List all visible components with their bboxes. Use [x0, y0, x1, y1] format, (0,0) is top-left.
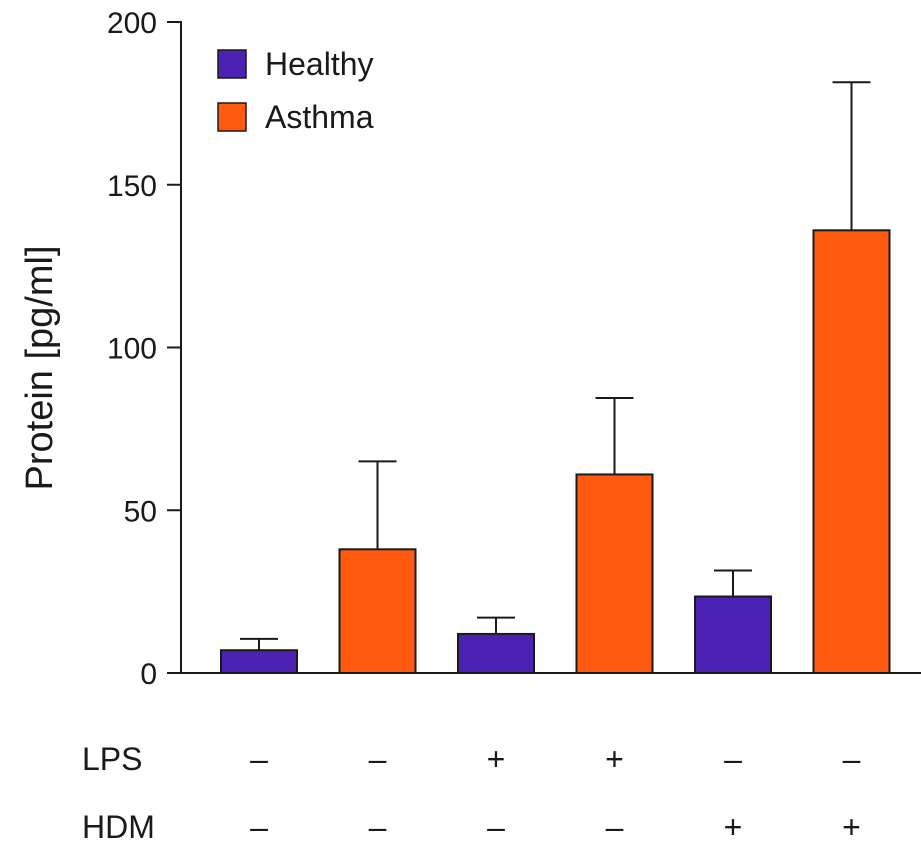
condition-value: –	[369, 741, 387, 777]
condition-value: –	[487, 809, 505, 845]
y-tick-label: 100	[107, 333, 157, 366]
condition-value: –	[843, 741, 861, 777]
y-axis-title: Protein [pg/ml]	[19, 246, 61, 491]
y-tick-label: 0	[140, 658, 157, 691]
condition-table: LPS – – + + – – HDM – – – – + +	[82, 741, 861, 845]
condition-value: –	[250, 741, 268, 777]
condition-value: +	[724, 809, 743, 845]
bar	[220, 649, 298, 675]
plot-area: 0 50 100 150 200	[107, 7, 921, 691]
condition-value: +	[842, 809, 861, 845]
condition-value: +	[487, 741, 506, 777]
bar	[338, 548, 417, 674]
y-tick-label: 200	[107, 7, 157, 40]
condition-value: +	[605, 741, 624, 777]
condition-value: –	[250, 809, 268, 845]
y-tick-label: 150	[107, 170, 157, 203]
bar	[812, 229, 891, 674]
legend-swatch	[217, 49, 247, 79]
condition-row-label: HDM	[82, 809, 155, 845]
legend-swatch	[217, 102, 247, 132]
bar	[694, 595, 772, 675]
condition-value: –	[369, 809, 387, 845]
condition-row-label: LPS	[82, 741, 142, 777]
y-tick-label: 50	[124, 495, 157, 528]
legend: Healthy Asthma	[217, 46, 374, 135]
condition-value: –	[606, 809, 624, 845]
bar	[575, 473, 654, 674]
legend-label: Healthy	[265, 46, 374, 82]
bar	[457, 632, 535, 675]
legend-label: Asthma	[265, 99, 374, 135]
condition-value: –	[724, 741, 742, 777]
